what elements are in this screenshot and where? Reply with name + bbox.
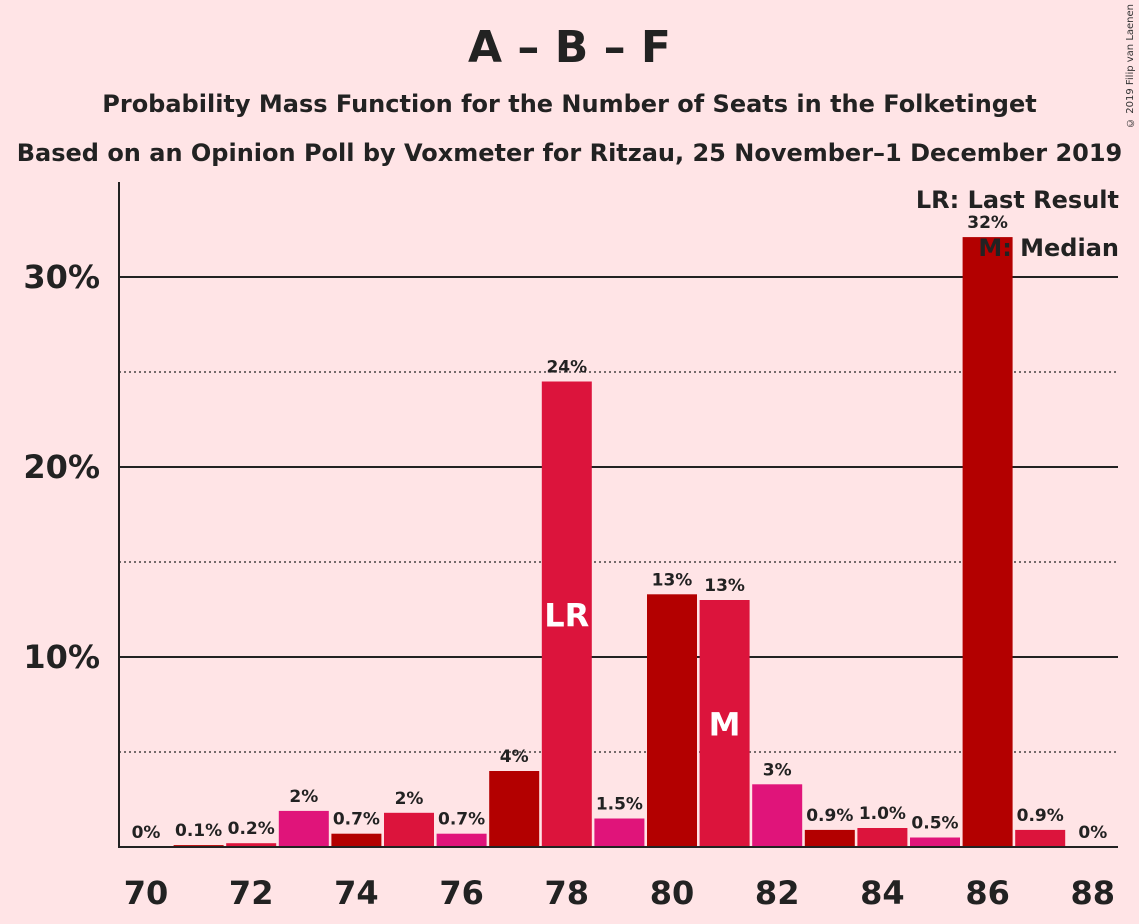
bar-82 <box>752 784 803 847</box>
data-label: 4% <box>500 747 529 767</box>
data-label: 0.7% <box>438 810 485 830</box>
data-label: 0.2% <box>228 819 275 839</box>
data-label: 0% <box>132 823 161 843</box>
x-tick-label: 86 <box>965 874 1010 912</box>
x-tick-label: 74 <box>334 874 379 912</box>
data-label: 0.9% <box>806 806 853 826</box>
bar-85 <box>910 837 960 847</box>
data-label: 13% <box>704 576 745 596</box>
chart-subtitle: Probability Mass Function for the Number… <box>102 90 1037 118</box>
y-tick-label: 10% <box>23 638 100 676</box>
chart-title: A – B – F <box>468 22 671 73</box>
data-label: 24% <box>546 358 587 378</box>
legend-last-result: LR: Last Result <box>915 186 1119 214</box>
data-label: 0.5% <box>911 814 958 834</box>
x-tick-label: 80 <box>650 874 695 912</box>
bar-86 <box>962 237 1013 848</box>
y-tick-label: 30% <box>23 258 100 296</box>
legend-median: M: Median <box>978 234 1119 262</box>
data-label: 0.7% <box>333 810 380 830</box>
chart-subtitle-source: Based on an Opinion Poll by Voxmeter for… <box>16 139 1123 167</box>
bar-83 <box>804 829 855 847</box>
median-marker: M <box>709 706 741 744</box>
bars: 0% 0.1% 0.2% 2% 0.7% 2% 0.7% 4% 24% LR 1.5% 13% 13% M… <box>132 213 1107 848</box>
bar-72 <box>226 843 277 847</box>
x-tick-label: 84 <box>860 874 905 912</box>
x-tick-label: 76 <box>439 874 484 912</box>
data-label: 2% <box>395 789 424 809</box>
bar-78 <box>541 381 592 847</box>
y-tick-label: 20% <box>23 448 100 486</box>
x-tick-label: 72 <box>229 874 274 912</box>
x-tick-label: 88 <box>1071 874 1116 912</box>
bar-81 <box>699 600 750 847</box>
x-tick-label: 78 <box>545 874 590 912</box>
data-label: 1.0% <box>859 804 906 824</box>
bar-77 <box>489 771 540 847</box>
bar-84 <box>857 828 908 847</box>
bar-80 <box>647 594 697 847</box>
bar-76 <box>436 833 487 847</box>
data-label: 0.9% <box>1017 806 1064 826</box>
data-label: 0.1% <box>175 821 222 841</box>
x-tick-label: 70 <box>124 874 169 912</box>
grid-lines <box>119 276 1118 753</box>
bar-74 <box>331 833 382 847</box>
data-label: 3% <box>763 760 792 780</box>
data-label: 13% <box>652 570 693 590</box>
axes: 10% 20% 30% 70 72 74 76 78 80 82 84 86 88 <box>23 182 1118 912</box>
bar-75 <box>384 812 434 847</box>
bar-73 <box>278 810 329 847</box>
data-label: 32% <box>967 213 1008 233</box>
data-label: 2% <box>289 787 318 807</box>
bar-87 <box>1015 829 1066 847</box>
x-tick-label: 82 <box>755 874 800 912</box>
last-result-marker: LR <box>544 596 589 634</box>
data-label: 0% <box>1078 823 1107 843</box>
bar-79 <box>594 818 645 847</box>
data-label: 1.5% <box>596 795 643 815</box>
